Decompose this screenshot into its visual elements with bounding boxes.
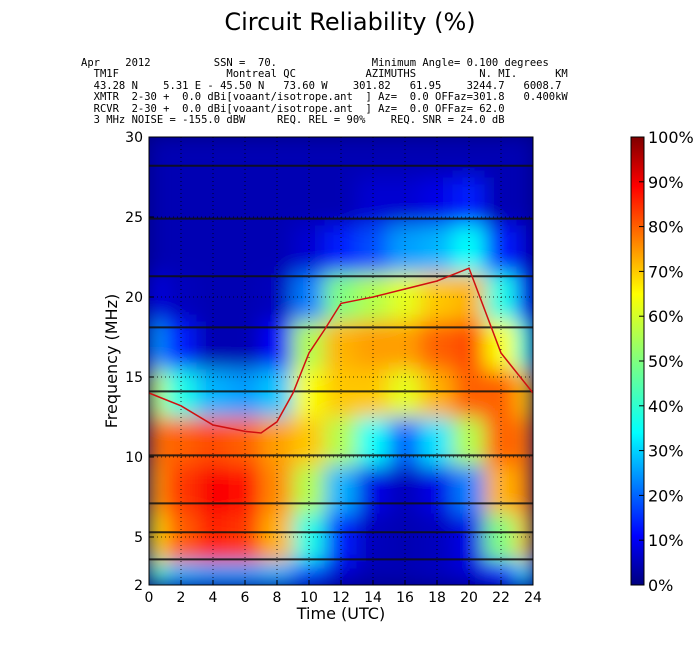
header-line: TM1F Montreal QC AZIMUTHS N. MI. KM (81, 68, 568, 81)
heatmap-cell (516, 272, 533, 322)
x-tick-label: 24 (524, 590, 542, 606)
muf-line (148, 267, 534, 434)
grid-lines (149, 137, 533, 585)
y-tick-label: 5 (134, 530, 143, 546)
heatmap-cell (149, 368, 166, 418)
x-tick-label: 6 (241, 590, 250, 606)
x-tick-label: 16 (396, 590, 414, 606)
x-tick-label: 2 (177, 590, 186, 606)
x-tick-label: 14 (364, 590, 382, 606)
colorbar-tick-label: 50% (648, 352, 684, 371)
colorbar-tick-label: 80% (648, 218, 684, 237)
x-tick-label: 4 (209, 590, 218, 606)
y-tick-label: 20 (125, 290, 143, 306)
heatmap-cell (516, 176, 533, 226)
colorbar-tick-label: 0% (648, 576, 673, 595)
heatmap-cell (149, 560, 166, 585)
heatmap-cell (516, 320, 533, 370)
x-tick-label: 20 (460, 590, 478, 606)
heatmap-cell (516, 512, 533, 562)
header-line: 43.28 N 5.31 E - 45.50 N 73.60 W 301.82 … (81, 79, 562, 92)
colorbar-tick-label: 10% (648, 531, 684, 550)
x-tick-label: 0 (145, 590, 154, 606)
header-line: 3 MHz NOISE = -155.0 dBW REQ. REL = 90% … (81, 114, 505, 127)
x-tick-label: 8 (273, 590, 282, 606)
header-line: Apr 2012 SSN = 70. Minimum Angle= 0.100 … (81, 57, 549, 69)
heatmap-cell (516, 560, 533, 585)
colorbar-tick-label: 30% (648, 442, 684, 461)
heatmap-cell (149, 464, 166, 514)
y-tick-label: 15 (125, 370, 143, 386)
x-tick-label: 18 (428, 590, 446, 606)
colorbar-tick-label: 20% (648, 486, 684, 505)
y-tick-label: 10 (125, 450, 143, 466)
heatmap-cell (149, 416, 166, 466)
colorbar-tick-label: 100% (648, 128, 694, 147)
y-tick-label: 2 (134, 578, 143, 594)
heatmap-cell (516, 464, 533, 514)
heatmap-cell (149, 176, 166, 226)
heatmap-cell (516, 224, 533, 274)
heatmap-cell (149, 320, 166, 370)
header-line: RCVR 2-30 + 0.0 dBi[voaant/isotrope.ant … (81, 102, 505, 115)
header-block: Apr 2012 SSN = 70. Minimum Angle= 0.100 … (81, 57, 568, 127)
colorbar-tick-label: 70% (648, 262, 684, 281)
heatmap-cell (149, 224, 166, 274)
colorbar-ticks: 0% 10% 20% 30% 40% 50% 60% 70% 80% 90% 100% (639, 128, 694, 595)
heatmap-cell (516, 416, 533, 466)
header-line: XMTR 2-30 + 0.0 dBi[voaant/isotrope.ant … (81, 91, 568, 104)
colorbar-tick-label: 40% (648, 397, 684, 416)
heatmap-cell (516, 368, 533, 418)
colorbar-tick-label: 90% (648, 173, 684, 192)
heatmap-cell (149, 137, 166, 178)
x-axis-ticks: 0 2 4 6 8 10 12 14 16 18 20 22 24 (145, 580, 542, 606)
x-tick-label: 10 (300, 590, 318, 606)
colorbar-tick-label: 60% (648, 307, 684, 326)
y-tick-label: 25 (125, 210, 143, 226)
x-axis-label: Time (UTC) (296, 604, 385, 623)
x-tick-label: 22 (492, 590, 510, 606)
heatmap-cell (516, 137, 533, 178)
y-tick-label: 30 (125, 130, 143, 146)
x-tick-label: 12 (332, 590, 350, 606)
y-axis-label: Frequency (MHz) (102, 294, 121, 428)
chart-title: Circuit Reliability (%) (224, 8, 476, 36)
